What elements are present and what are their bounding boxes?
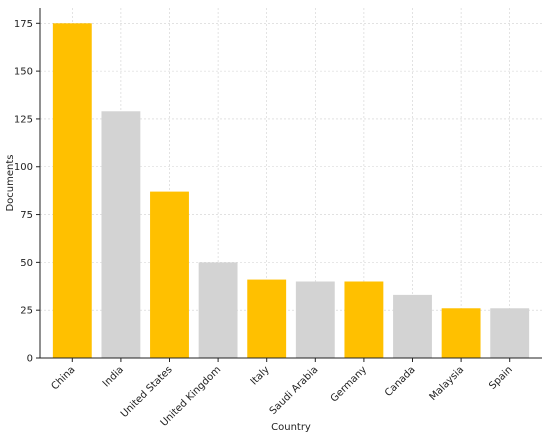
y-tick-label: 75 (20, 210, 33, 221)
x-tick-label: India (101, 364, 126, 389)
bar-italy (247, 279, 287, 358)
x-tick-label: Saudi Arabia (268, 364, 321, 417)
bar-saudi-arabia (295, 281, 335, 358)
y-ticks: 0 25 50 75 100 125 150 175 (14, 19, 40, 365)
y-tick-label: 50 (20, 258, 33, 269)
axes (39, 8, 542, 359)
x-tick-label: Canada (383, 364, 418, 399)
y-axis-label: Documents (5, 154, 16, 211)
x-tick-label: Italy (249, 364, 272, 387)
bar-spain (490, 308, 530, 358)
x-tick-label: United States (119, 364, 175, 420)
bar-canada (393, 294, 432, 358)
x-axis-label: Country (271, 422, 311, 433)
y-tick-label: 25 (20, 306, 33, 317)
y-tick-label: 0 (27, 354, 33, 365)
x-tick-label: Spain (487, 364, 515, 392)
y-tick-label: 150 (14, 67, 33, 78)
y-tick-label: 100 (14, 162, 33, 173)
x-tick-label: Germany (329, 364, 369, 404)
y-tick-label: 175 (14, 19, 33, 30)
bar-india (101, 111, 141, 358)
x-tick-label: Malaysia (428, 364, 467, 403)
bar-united-kingdom (198, 262, 238, 358)
bar-china (52, 23, 92, 359)
bar-malaysia (441, 308, 481, 358)
bar-germany (344, 281, 384, 358)
x-tick-label: China (49, 364, 77, 392)
bars (52, 23, 530, 359)
y-tick-label: 125 (14, 114, 33, 125)
bar-united-states (150, 191, 189, 358)
